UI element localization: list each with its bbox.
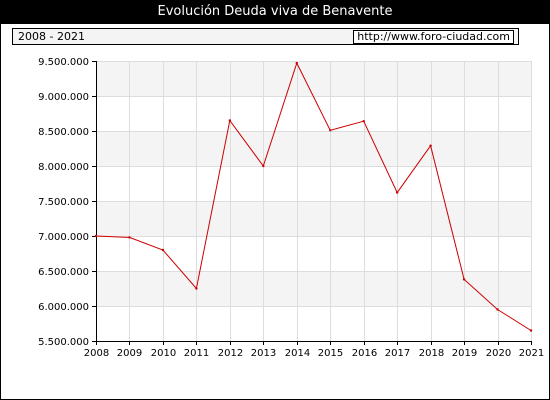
data-point — [462, 278, 466, 281]
y-tick-label: 5.500.000 — [38, 337, 89, 348]
y-tick-label: 6.500.000 — [38, 267, 89, 278]
y-axis-ticks: 5.500.000 6.000.000 6.500.000 7.000.000 7.50… — [38, 57, 96, 348]
data-point — [329, 129, 332, 132]
data-point — [94, 234, 98, 238]
data-point — [295, 61, 298, 65]
data-point — [262, 164, 265, 168]
x-tick-label: 2008 — [84, 348, 109, 359]
y-tick-label: 9.500.000 — [38, 57, 89, 68]
x-tick-label: 2011 — [184, 348, 209, 359]
x-tick-label: 2012 — [218, 348, 243, 359]
x-tick-label: 2016 — [352, 348, 377, 359]
x-tick-label: 2010 — [151, 348, 176, 359]
data-point — [362, 120, 365, 123]
source-url: http://www.foro-ciudad.com — [353, 30, 514, 44]
data-point — [195, 287, 198, 290]
x-tick-label: 2020 — [486, 348, 511, 359]
data-point — [529, 329, 533, 332]
y-tick-label: 6.000.000 — [38, 302, 89, 313]
series-line — [95, 61, 532, 331]
x-tick-label: 2019 — [452, 348, 477, 359]
info-bar: 2008 - 2021 http://www.foro-ciudad.com — [12, 28, 519, 45]
plot-band — [96, 131, 531, 166]
chart-title: Evolución Deuda viva de Benavente — [0, 0, 550, 24]
data-point — [429, 144, 432, 147]
y-tick-label: 8.000.000 — [38, 162, 89, 173]
x-tick-label: 2014 — [285, 348, 310, 359]
x-axis-ticks: 2008 2009 2010 2011 2012 2013 2014 2015 2016 2017… — [84, 341, 544, 359]
plot-band — [96, 271, 531, 306]
y-tick-label: 8.500.000 — [38, 127, 89, 138]
data-point — [128, 236, 131, 239]
data-point — [395, 191, 399, 194]
x-tick-label: 2009 — [117, 348, 142, 359]
x-tick-label: 2018 — [419, 348, 444, 359]
data-point — [228, 119, 232, 122]
x-tick-label: 2021 — [519, 348, 544, 359]
y-tick-label: 7.000.000 — [38, 232, 89, 243]
plot-band — [96, 61, 531, 96]
axes — [96, 61, 531, 342]
x-tick-label: 2013 — [251, 348, 276, 359]
series-group — [94, 61, 533, 332]
y-tick-label: 7.500.000 — [38, 197, 89, 208]
plot-bands — [96, 61, 531, 306]
period-label: 2008 - 2021 — [18, 30, 85, 43]
data-point — [161, 248, 165, 252]
x-tick-label: 2017 — [385, 348, 410, 359]
data-point — [496, 308, 499, 311]
plot-band — [96, 201, 531, 236]
y-tick-label: 9.000.000 — [38, 92, 89, 103]
x-tick-label: 2015 — [318, 348, 343, 359]
